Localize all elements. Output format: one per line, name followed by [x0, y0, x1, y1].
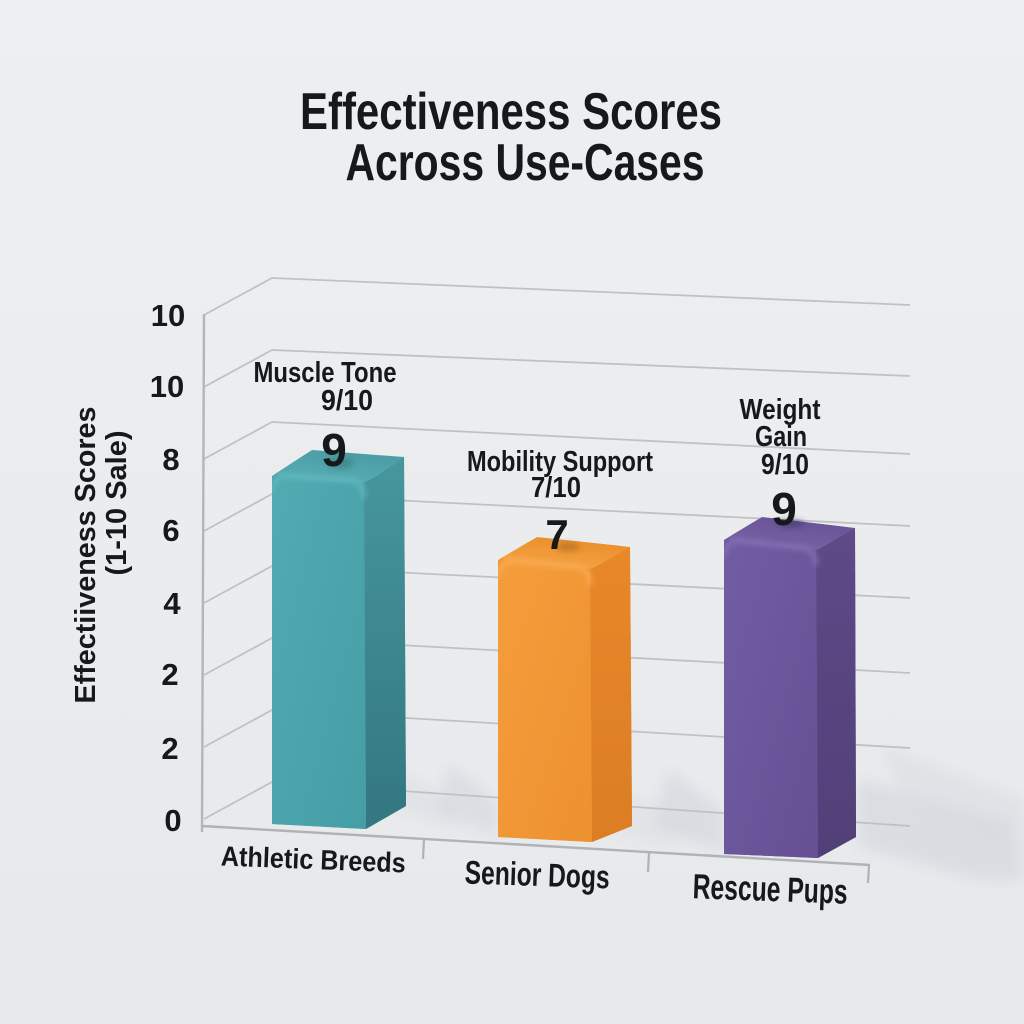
- svg-text:4: 4: [163, 586, 181, 621]
- svg-text:2: 2: [161, 657, 178, 692]
- svg-text:Effectiveness Scores: Effectiveness Scores: [300, 83, 722, 141]
- svg-text:Muscle Tone: Muscle Tone: [254, 357, 397, 389]
- svg-text:8: 8: [162, 442, 179, 477]
- svg-text:Effectiiveness Scores: Effectiiveness Scores: [70, 407, 102, 704]
- svg-text:Mobility Support: Mobility Support: [467, 446, 653, 478]
- svg-text:10: 10: [151, 298, 185, 333]
- svg-text:10: 10: [150, 369, 184, 404]
- svg-text:(1-10 Sale): (1-10 Sale): [101, 431, 133, 576]
- svg-text:Rescue Pups: Rescue Pups: [692, 867, 848, 911]
- svg-text:2: 2: [161, 731, 178, 766]
- svg-text:9/10: 9/10: [321, 385, 373, 417]
- svg-text:9/10: 9/10: [761, 449, 809, 481]
- svg-text:7: 7: [545, 511, 568, 558]
- svg-text:7/10: 7/10: [531, 472, 581, 504]
- svg-text:6: 6: [162, 513, 179, 548]
- svg-text:9: 9: [771, 483, 797, 535]
- svg-text:Senior Dogs: Senior Dogs: [464, 853, 610, 895]
- svg-text:Gain: Gain: [755, 421, 807, 453]
- svg-text:9: 9: [321, 424, 347, 476]
- svg-text:Weight: Weight: [740, 394, 821, 426]
- svg-text:Athletic Breeds: Athletic Breeds: [220, 840, 406, 878]
- svg-text:0: 0: [164, 803, 181, 838]
- svg-text:Across Use-Cases: Across Use-Cases: [346, 134, 705, 192]
